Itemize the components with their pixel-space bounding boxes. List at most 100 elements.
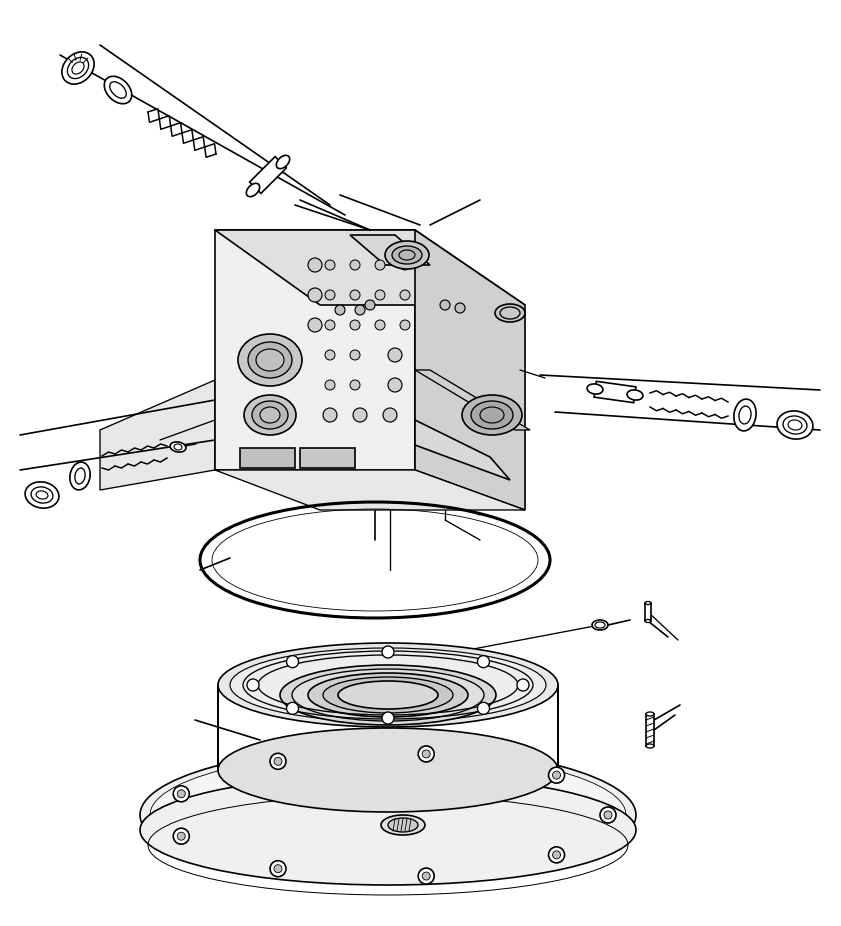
Circle shape [440,300,450,310]
Ellipse shape [62,52,94,84]
Circle shape [548,847,564,863]
Circle shape [350,290,360,300]
Circle shape [353,408,367,422]
Ellipse shape [645,619,651,622]
Ellipse shape [70,462,90,490]
Circle shape [350,350,360,360]
Circle shape [247,679,259,691]
Ellipse shape [323,677,453,713]
Circle shape [335,305,345,315]
Polygon shape [645,603,651,621]
Ellipse shape [338,681,438,709]
Polygon shape [415,370,530,430]
Polygon shape [250,156,287,194]
Polygon shape [646,714,654,746]
Polygon shape [415,420,510,480]
Circle shape [478,702,489,714]
Ellipse shape [646,712,654,716]
Circle shape [455,303,465,313]
Circle shape [375,260,385,270]
Ellipse shape [592,620,608,630]
Ellipse shape [248,342,292,378]
Ellipse shape [587,384,603,394]
Circle shape [325,350,335,360]
Circle shape [418,868,434,884]
Circle shape [308,258,322,272]
Polygon shape [100,380,215,490]
Ellipse shape [277,156,289,169]
Circle shape [418,746,434,762]
Circle shape [365,300,375,310]
Polygon shape [300,448,355,468]
Circle shape [478,656,489,668]
Circle shape [553,771,561,779]
Circle shape [287,702,299,714]
Circle shape [400,290,410,300]
Circle shape [375,320,385,330]
Ellipse shape [110,81,126,98]
Circle shape [400,260,410,270]
Ellipse shape [25,482,59,508]
Ellipse shape [140,747,636,883]
Ellipse shape [646,744,654,748]
Ellipse shape [252,401,288,429]
Circle shape [422,872,431,880]
Ellipse shape [392,246,422,264]
Ellipse shape [75,468,85,484]
Ellipse shape [388,818,418,832]
Circle shape [517,679,529,691]
Circle shape [177,790,185,798]
Ellipse shape [244,395,296,435]
Ellipse shape [292,669,484,721]
Circle shape [325,380,335,390]
Ellipse shape [238,334,302,386]
Circle shape [287,656,299,668]
Circle shape [173,828,189,845]
Ellipse shape [381,815,425,835]
Circle shape [350,260,360,270]
Ellipse shape [280,665,496,725]
Polygon shape [215,230,525,305]
Circle shape [177,832,185,840]
Ellipse shape [150,752,626,878]
Ellipse shape [260,407,280,423]
Ellipse shape [777,411,813,439]
Polygon shape [415,230,525,510]
Ellipse shape [218,728,558,812]
Circle shape [173,786,189,802]
Polygon shape [350,235,430,265]
Polygon shape [215,230,415,470]
Circle shape [270,860,286,877]
Circle shape [388,378,402,392]
Ellipse shape [308,673,468,717]
Circle shape [422,750,431,758]
Circle shape [274,865,282,872]
Circle shape [325,290,335,300]
Ellipse shape [140,775,636,885]
Circle shape [350,320,360,330]
Ellipse shape [471,401,513,429]
Circle shape [388,348,402,362]
Ellipse shape [734,399,756,431]
Circle shape [375,290,385,300]
Circle shape [553,851,561,858]
Circle shape [400,320,410,330]
Circle shape [308,318,322,332]
Ellipse shape [230,648,546,722]
Ellipse shape [385,241,429,269]
Circle shape [600,807,616,823]
Circle shape [270,754,286,770]
Circle shape [350,380,360,390]
Polygon shape [215,470,525,510]
Ellipse shape [104,76,132,104]
Ellipse shape [645,602,651,605]
Circle shape [382,712,394,724]
Ellipse shape [495,304,525,322]
Circle shape [325,320,335,330]
Ellipse shape [170,442,186,452]
Ellipse shape [739,406,751,424]
Circle shape [274,757,282,765]
Circle shape [382,646,394,658]
Polygon shape [594,382,636,403]
Circle shape [383,408,397,422]
